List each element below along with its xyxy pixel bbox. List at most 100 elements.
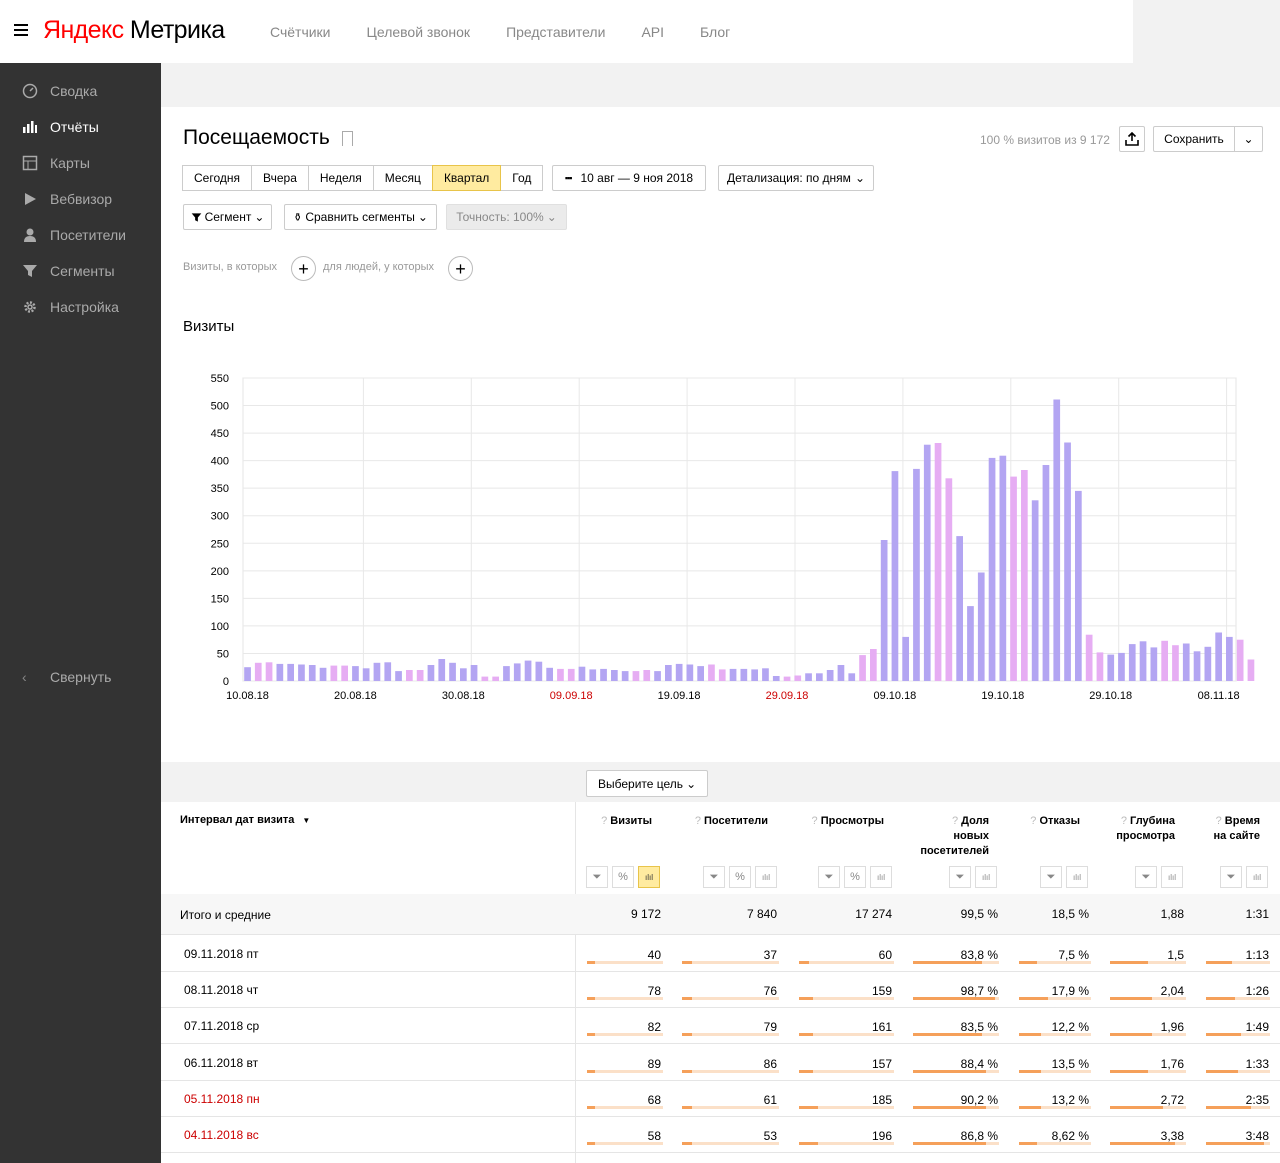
chart-bar[interactable] — [686, 664, 694, 682]
table-row[interactable]: 06.11.2018 вт — [161, 1045, 1280, 1081]
chart-bar[interactable] — [708, 664, 715, 682]
chart-bar[interactable] — [729, 668, 737, 681]
column-header-1[interactable]: ? Посетители — [682, 814, 768, 829]
chart-bar[interactable] — [470, 665, 478, 681]
sidebar-item-webvisor[interactable]: Вебвизор — [22, 189, 112, 209]
chart-bar[interactable] — [740, 668, 748, 681]
chart-bar[interactable] — [913, 468, 920, 681]
chart-bar[interactable] — [654, 671, 661, 681]
bar-chart-icon[interactable]: ılıl — [975, 866, 997, 888]
chart-bar[interactable] — [805, 673, 812, 681]
chart-bar[interactable] — [977, 572, 985, 682]
nav-api[interactable]: API — [641, 24, 665, 40]
chart-bar[interactable] — [1204, 646, 1212, 681]
chart-bar[interactable] — [826, 670, 834, 681]
chart-bar[interactable] — [1226, 636, 1233, 681]
chart-bar[interactable] — [772, 676, 780, 681]
chart-bar[interactable] — [718, 669, 726, 681]
nav-counters[interactable]: Счётчики — [270, 24, 331, 40]
save-button[interactable]: Сохранить — [1153, 126, 1235, 152]
nav-representatives[interactable]: Представители — [506, 24, 606, 40]
column-header-date-interval[interactable]: Интервал дат визита ▼ — [180, 814, 310, 826]
save-menu-button[interactable]: ⌄ — [1234, 126, 1263, 152]
chart-bar[interactable] — [988, 457, 996, 681]
chart-bar[interactable] — [1042, 465, 1050, 681]
chart-bar[interactable] — [837, 665, 845, 681]
chart-bar[interactable] — [1021, 470, 1028, 681]
chart-bar[interactable] — [848, 673, 856, 681]
column-header-3[interactable]: ? Доля новых посетителей — [905, 814, 989, 859]
chart-bar[interactable] — [643, 670, 651, 681]
chart-bar[interactable] — [632, 671, 640, 681]
help-icon[interactable]: ? — [1120, 815, 1131, 827]
chart-bar[interactable] — [1215, 632, 1222, 682]
chart-bar[interactable] — [675, 663, 683, 681]
chart-bar[interactable] — [373, 662, 381, 681]
period-month[interactable]: Месяц — [372, 165, 433, 191]
table-row[interactable]: 07.11.2018 ср — [161, 1008, 1280, 1045]
chart-bar[interactable] — [254, 662, 262, 681]
chart-bar[interactable] — [870, 649, 877, 681]
chart-bar[interactable] — [244, 667, 251, 681]
chart-bar[interactable] — [891, 471, 899, 681]
column-header-0[interactable]: ? Визиты — [590, 814, 652, 829]
chart-bar[interactable] — [427, 665, 435, 681]
export-button[interactable] — [1119, 126, 1145, 152]
bar-chart-icon[interactable]: ılıl — [638, 866, 660, 888]
chart-bar[interactable] — [880, 540, 888, 681]
chart-bar[interactable] — [1096, 652, 1104, 681]
filter-icon[interactable]: ⏷ — [1040, 866, 1062, 888]
chart-bar[interactable] — [492, 676, 499, 681]
chart-bar[interactable] — [794, 675, 802, 682]
chart-bar[interactable] — [416, 670, 424, 681]
chart-bar[interactable] — [1247, 659, 1255, 682]
chart-bar[interactable] — [665, 665, 672, 681]
filter-icon[interactable]: ⏷ — [1135, 866, 1157, 888]
period-year[interactable]: Год — [500, 165, 544, 191]
chart-bar[interactable] — [783, 676, 791, 681]
chart-bar[interactable] — [600, 668, 607, 681]
segment-button[interactable]: Сегмент ⌄ — [183, 204, 272, 230]
chart-bar[interactable] — [999, 455, 1007, 681]
chart-bar[interactable] — [298, 664, 305, 682]
chart-bar[interactable] — [697, 666, 704, 681]
period-week[interactable]: Неделя — [307, 165, 374, 191]
sidebar-item-visitors[interactable]: Посетители — [22, 225, 126, 245]
filter-icon[interactable]: ⏷ — [818, 866, 840, 888]
chart-bar[interactable] — [395, 671, 402, 681]
chart-bar[interactable] — [816, 673, 823, 681]
percent-icon[interactable]: % — [612, 866, 634, 888]
bar-chart-icon[interactable]: ılıl — [870, 866, 892, 888]
chart-bar[interactable] — [438, 659, 446, 681]
chart-bar[interactable] — [1139, 641, 1147, 681]
chart-bar[interactable] — [481, 676, 489, 681]
chart-bar[interactable] — [535, 661, 543, 681]
chart-bar[interactable] — [319, 667, 327, 681]
compare-segments-button[interactable]: ⚱ Сравнить сегменты ⌄ — [284, 204, 437, 230]
chart-bar[interactable] — [751, 669, 758, 681]
chart-bar[interactable] — [611, 670, 618, 681]
accuracy-button[interactable]: Точность: 100% ⌄ — [446, 204, 567, 230]
chart-bar[interactable] — [352, 666, 359, 681]
table-row[interactable]: 05.11.2018 пн — [161, 1081, 1280, 1117]
chart-bar[interactable] — [513, 663, 521, 681]
column-header-2[interactable]: ? Просмотры — [798, 814, 884, 829]
filter-icon[interactable]: ⏷ — [949, 866, 971, 888]
chart-bar[interactable] — [1010, 476, 1017, 681]
date-range-picker[interactable]: ▪▪▪ 10 авг — 9 ноя 2018 — [552, 165, 706, 191]
nav-blog[interactable]: Блог — [700, 24, 731, 40]
chart-bar[interactable] — [1193, 651, 1201, 681]
period-quarter[interactable]: Квартал — [431, 165, 502, 191]
chart-bar[interactable] — [1064, 442, 1071, 682]
add-visit-filter-button[interactable]: + — [291, 256, 316, 281]
detail-select[interactable]: Детализация: по дням ⌄ — [718, 165, 874, 191]
chart-bar[interactable] — [589, 669, 597, 681]
chart-bar[interactable] — [1128, 644, 1136, 681]
chart-bar[interactable] — [308, 665, 316, 681]
chart-bar[interactable] — [1053, 399, 1061, 682]
chart-bar[interactable] — [330, 665, 338, 681]
sidebar-item-maps[interactable]: Карты — [22, 153, 90, 173]
chart-bar[interactable] — [287, 663, 294, 681]
chart-bar[interactable] — [406, 670, 413, 681]
logo[interactable]: Яндекс Метрика — [43, 16, 225, 45]
